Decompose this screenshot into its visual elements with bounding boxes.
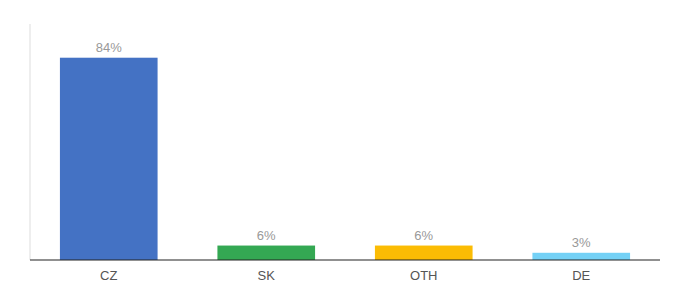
bar <box>217 246 315 260</box>
chart-container: 84% 6% 6% 3% CZ SK OTH DE <box>0 0 680 300</box>
chart: 84% 6% 6% 3% CZ SK OTH DE <box>0 0 680 300</box>
x-tick-label: SK <box>258 268 276 283</box>
bars <box>60 58 630 260</box>
x-axis <box>30 259 660 260</box>
bar <box>532 253 630 260</box>
x-tick-label: OTH <box>410 268 437 283</box>
data-label: 6% <box>414 228 433 243</box>
x-tick-label: DE <box>572 268 590 283</box>
bar <box>60 58 158 260</box>
y-axis <box>30 24 31 260</box>
x-tick-label: CZ <box>100 268 117 283</box>
bar <box>375 246 473 260</box>
data-label: 3% <box>572 235 591 250</box>
data-label: 6% <box>257 228 276 243</box>
data-label: 84% <box>96 40 122 55</box>
